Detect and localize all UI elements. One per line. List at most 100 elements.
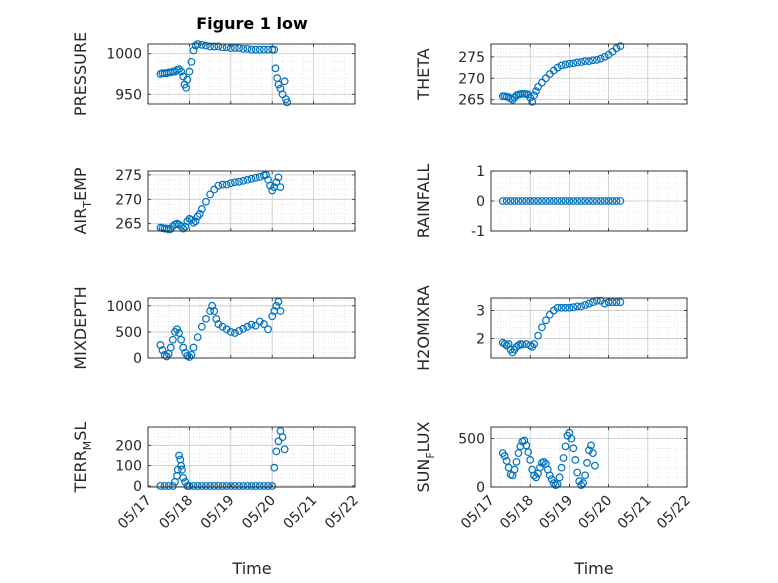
data-point [571, 456, 580, 464]
data-point [247, 45, 256, 54]
data-point [616, 197, 625, 205]
y-tick-label: 0 [476, 194, 485, 210]
data-point [553, 197, 562, 205]
y-tick-label: 0 [476, 480, 485, 496]
data-point [530, 197, 539, 205]
data-point [575, 477, 584, 486]
data-point [214, 42, 223, 51]
data-point [212, 314, 221, 323]
data-point [272, 178, 281, 187]
data-point [197, 40, 206, 49]
data-point [557, 463, 566, 472]
data-point [506, 197, 515, 205]
data-point [193, 212, 202, 221]
data-point [553, 63, 562, 72]
data-point [541, 74, 550, 83]
data-point [226, 179, 235, 188]
data-point [590, 461, 599, 470]
data-point [280, 445, 289, 454]
data-point [522, 441, 531, 450]
data-point [561, 60, 570, 69]
data-point [268, 312, 277, 321]
data-point [616, 42, 625, 51]
data-point [235, 326, 243, 335]
figure-title: Figure 1 low [196, 14, 308, 33]
data-point [577, 302, 586, 311]
y-tick-label: 3 [476, 304, 485, 320]
y-tick-label: 265 [115, 217, 142, 233]
data-point [569, 59, 578, 68]
data-point [530, 91, 539, 100]
data-point [616, 298, 625, 307]
data-point [260, 45, 268, 54]
y-tick-label: 275 [115, 168, 142, 184]
data-point [156, 341, 165, 349]
data-point [612, 44, 621, 53]
data-point [565, 59, 574, 68]
data-point [545, 197, 554, 205]
data-point [251, 482, 260, 490]
data-point [189, 46, 198, 55]
data-point [608, 298, 617, 307]
subplot-rainfall: -1 0 1 RAINFALL [414, 164, 688, 240]
data-point [202, 41, 210, 50]
data-point [587, 441, 595, 450]
data-point [156, 482, 165, 490]
data-point [514, 449, 523, 458]
data-point [185, 482, 194, 490]
data-point [502, 456, 511, 465]
axes-box [490, 43, 688, 105]
data-point [197, 322, 206, 331]
data-point [214, 482, 223, 490]
y-axis-label: PRESSURE [71, 32, 90, 116]
data-point [181, 478, 190, 486]
data-point [177, 335, 186, 344]
data-point [502, 341, 511, 350]
data-point [506, 94, 515, 103]
data-point [251, 321, 260, 330]
data-point [175, 329, 183, 337]
data-point [235, 177, 243, 186]
data-point [540, 457, 548, 466]
data-point [255, 317, 264, 326]
y-tick-label: 0 [133, 351, 142, 367]
data-point [272, 301, 281, 310]
data-point [243, 44, 252, 53]
data-point [549, 479, 558, 488]
data-point [557, 303, 566, 312]
y-tick-label: 270 [115, 192, 142, 208]
data-point [158, 346, 167, 355]
data-point [536, 463, 544, 472]
data-point [262, 171, 270, 179]
data-point [210, 307, 219, 315]
data-point [206, 190, 215, 199]
y-tick-label: 2 [476, 331, 485, 347]
data-point [581, 197, 589, 205]
y-tick-label: 500 [115, 325, 142, 341]
data-point [538, 78, 546, 87]
data-point [577, 58, 586, 66]
data-point [530, 340, 539, 348]
data-point [514, 341, 523, 350]
data-point [567, 434, 576, 443]
data-point [202, 482, 210, 490]
y-tick-label: 265 [458, 93, 485, 109]
data-point [573, 197, 582, 205]
axes-box [490, 426, 688, 488]
data-point [538, 197, 546, 205]
data-point [577, 481, 586, 489]
data-point [206, 307, 215, 315]
subplot-air-temp: 265 270 275 AIRTEMP [71, 167, 356, 235]
data-point [600, 299, 609, 308]
data-point [541, 197, 550, 205]
data-point [260, 320, 268, 328]
data-point [565, 303, 574, 312]
data-point [526, 93, 535, 102]
data-point [518, 197, 527, 205]
data-point [526, 197, 535, 205]
data-point [166, 343, 175, 352]
data-point [168, 335, 177, 344]
data-point [247, 482, 256, 490]
data-point [270, 45, 279, 54]
